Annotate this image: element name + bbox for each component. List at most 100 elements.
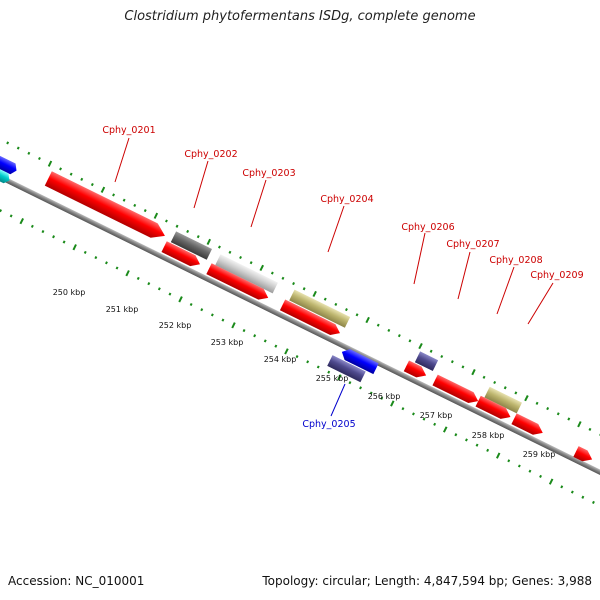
- scale-tick: [482, 375, 486, 379]
- gene-cphy-0205[interactable]: [339, 347, 379, 375]
- scale-tick: [302, 287, 306, 291]
- gene-label-cphy-0201[interactable]: Cphy_0201: [102, 125, 155, 136]
- scale-tick: [503, 386, 507, 390]
- callout-line-0209: [527, 282, 554, 325]
- scale-tick: [588, 427, 592, 431]
- tick-label-250: 250 kbp: [53, 288, 86, 297]
- scale-tick: [206, 238, 212, 246]
- scale-tick: [316, 365, 320, 369]
- gene-partial-cyan[interactable]: [0, 166, 12, 185]
- callout-line-0204: [327, 205, 345, 253]
- scale-tick: [443, 426, 448, 433]
- scale-tick: [440, 354, 444, 359]
- scale-tick: [401, 407, 405, 411]
- gene-label-cphy-0208[interactable]: Cphy_0208: [489, 255, 542, 266]
- gene-cphy-0209[interactable]: [511, 413, 545, 438]
- scale-tick: [376, 323, 380, 327]
- scale-tick: [355, 313, 359, 317]
- scale-tick: [153, 212, 159, 219]
- scale-tick: [231, 322, 236, 329]
- scale-tick: [239, 255, 242, 260]
- scale-tick: [147, 282, 151, 286]
- tick-label-253: 253 kbp: [211, 338, 244, 347]
- scale-tick: [359, 386, 363, 390]
- scale-tick: [274, 344, 278, 348]
- scale-tick: [560, 485, 564, 489]
- scale-tick: [228, 250, 232, 254]
- gene-cphy-0204[interactable]: [289, 289, 351, 328]
- scale-tick: [295, 355, 299, 359]
- scale-tick: [210, 313, 214, 317]
- gene-red-0206b[interactable]: [403, 360, 429, 380]
- scale-tick: [337, 374, 342, 381]
- scale-tick: [306, 360, 310, 364]
- gene-label-cphy-0207[interactable]: Cphy_0207: [446, 239, 499, 250]
- scale-tick: [577, 421, 582, 428]
- scale-tick: [365, 316, 370, 324]
- gene-red-0203b[interactable]: [206, 263, 271, 303]
- scale-tick: [0, 209, 2, 213]
- gene-label-cphy-0209[interactable]: Cphy_0209: [530, 270, 583, 281]
- scale-tick: [38, 156, 41, 161]
- scale-tick: [334, 302, 338, 306]
- tick-label-258: 258 kbp: [472, 431, 505, 440]
- gene-cphy-0206[interactable]: [414, 351, 439, 372]
- gene-red-0202b[interactable]: [161, 241, 202, 269]
- callout-line-0203: [250, 179, 267, 228]
- scale-tick: [312, 290, 317, 298]
- callout-line-0206: [413, 232, 426, 285]
- gene-label-cphy-0206[interactable]: Cphy_0206: [401, 222, 454, 233]
- scale-tick: [133, 203, 137, 207]
- scale-tick: [486, 448, 490, 452]
- gene-cphy-0203[interactable]: [215, 254, 278, 294]
- scale-tick: [284, 348, 289, 355]
- scale-tick: [221, 318, 225, 322]
- scale-tick: [418, 342, 423, 350]
- genome-summary-text: Topology: circular; Length: 4,847,594 bp…: [262, 574, 592, 588]
- outer-tick-row: [6, 141, 600, 436]
- gene-cphy-0207[interactable]: [432, 374, 480, 407]
- gene-label-cphy-0202[interactable]: Cphy_0202: [184, 149, 237, 160]
- gene-cphy-0201[interactable]: [44, 171, 169, 243]
- scale-tick: [390, 400, 395, 407]
- scale-tick: [94, 256, 98, 260]
- scale-tick: [348, 381, 352, 385]
- gene-label-cphy-0203[interactable]: Cphy_0203: [242, 168, 295, 179]
- gene-red-0208b[interactable]: [475, 395, 514, 423]
- scale-tick: [493, 380, 497, 385]
- scale-tick: [157, 287, 161, 291]
- gene-label-cphy-0204[interactable]: Cphy_0204: [320, 194, 373, 205]
- gene-cphy-0208[interactable]: [484, 386, 523, 414]
- gene-label-cphy-0205[interactable]: Cphy_0205: [302, 419, 355, 430]
- gene-red-0204b[interactable]: [279, 299, 343, 339]
- scale-tick: [412, 412, 415, 416]
- gene-cphy-0202[interactable]: [170, 231, 212, 260]
- scale-tick: [567, 417, 571, 421]
- tick-label-254: 254 kbp: [264, 355, 297, 364]
- scale-tick: [30, 224, 34, 228]
- scale-tick: [461, 365, 465, 369]
- scale-tick: [292, 281, 296, 286]
- scale-tick: [80, 177, 84, 181]
- scale-tick: [535, 401, 539, 405]
- tick-label-257: 257 kbp: [420, 411, 453, 420]
- scale-tick: [345, 308, 348, 312]
- scale-tick: [387, 328, 391, 332]
- scale-tick: [90, 182, 94, 187]
- scale-tick: [570, 490, 574, 494]
- scale-tick: [196, 235, 200, 239]
- gene-label-callouts: [114, 137, 554, 417]
- scale-tick: [327, 370, 331, 374]
- scale-tick: [369, 391, 373, 395]
- scale-tick: [380, 396, 384, 400]
- scale-tick: [524, 395, 529, 402]
- callout-line-0202: [193, 160, 209, 209]
- gene-purple-0205b[interactable]: [327, 355, 366, 383]
- scale-tick: [253, 334, 257, 338]
- gene-red-right-edge[interactable]: [573, 446, 594, 465]
- scale-tick: [47, 160, 53, 167]
- gene-partial-blue[interactable]: [0, 155, 19, 176]
- scale-tick: [454, 433, 458, 437]
- scale-tick: [62, 240, 66, 244]
